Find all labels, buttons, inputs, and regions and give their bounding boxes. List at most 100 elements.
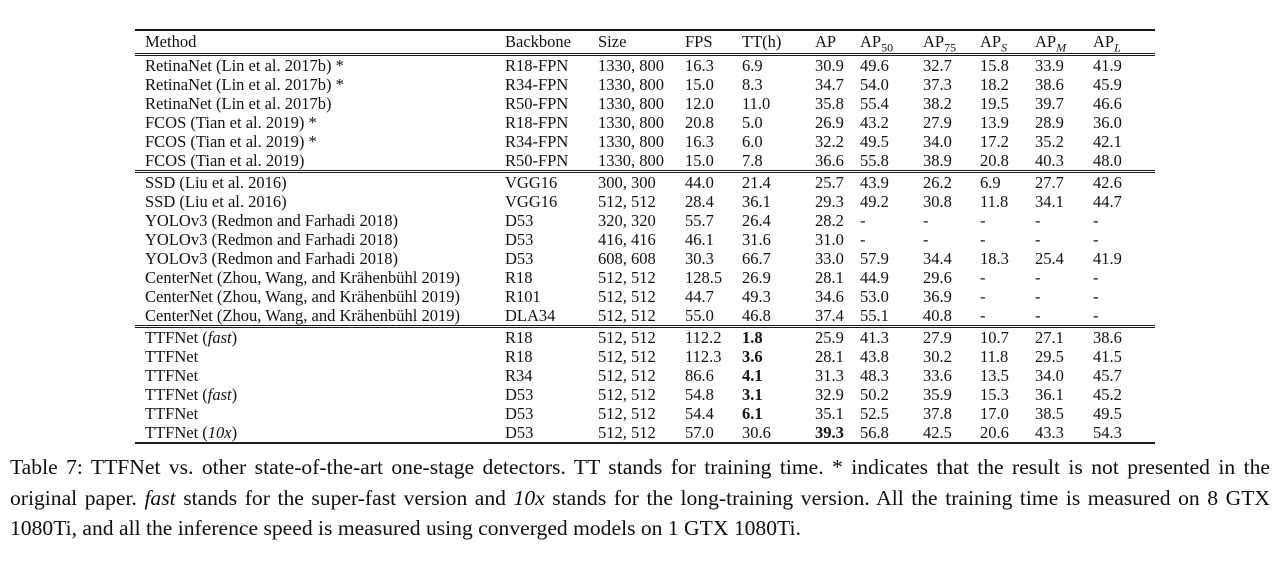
cell-ap-50: 53.0 [860, 287, 889, 306]
cell-ap-75: 29.6 [923, 268, 952, 287]
cell-ap-l: - [1093, 306, 1099, 325]
cell-method: TTFNet (10x) [145, 423, 238, 442]
cell-ap: 29.3 [815, 192, 844, 211]
cell-size: 1330, 800 [598, 94, 664, 113]
column-header-ap-s: APS [980, 30, 1035, 56]
cell-method: CenterNet (Zhou, Wang, and Krähenbühl 20… [145, 268, 460, 287]
cell-method: CenterNet (Zhou, Wang, and Krähenbühl 20… [145, 306, 460, 325]
cell-ap-50: 49.5 [860, 132, 889, 151]
table-row: TTFNet (fast) D53 512, 512 54.8 3.1 32.9 50.2 3… [135, 385, 1155, 404]
table-row: TTFNet (fast) R18 512, 512 112.2 1.8 25.9 41.3… [135, 325, 1155, 347]
column-header-backbone: Backbone [505, 30, 598, 56]
cell-ap-l: - [1093, 287, 1099, 306]
cell-ap-m: - [1035, 287, 1041, 306]
cell-ap: 35.8 [815, 94, 844, 113]
cell-ap-m: 27.1 [1035, 325, 1093, 347]
cell-ap-75: 32.7 [923, 56, 952, 75]
cell-ap-50: 49.2 [860, 192, 889, 211]
cell-size: 1330, 800 [598, 113, 664, 132]
cell-ap-75: 40.8 [923, 306, 952, 325]
cell-ap-s: 18.3 [980, 249, 1009, 268]
cell-method: CenterNet (Zhou, Wang, and Krähenbühl 20… [145, 287, 460, 306]
cell-backbone: D53 [505, 230, 534, 249]
cell-fps: 28.4 [685, 192, 714, 211]
column-header-ap-m: APM [1035, 30, 1093, 56]
cell-size: 512, 512 [598, 366, 656, 385]
cell-ap: 37.4 [815, 306, 844, 325]
cell-ap-m: 33.9 [1035, 56, 1064, 75]
cell-ap-m: 25.4 [1035, 249, 1064, 268]
cell-ap-75: 36.9 [923, 287, 952, 306]
cell-fps: 30.3 [685, 249, 714, 268]
cell-ap: 31.3 [815, 366, 844, 385]
cell-method: YOLOv3 (Redmon and Farhadi 2018) [145, 230, 398, 249]
cell-fps: 16.3 [685, 56, 714, 75]
cell-ap-m: 35.2 [1035, 132, 1064, 151]
cell-fps: 54.4 [685, 404, 714, 423]
table-row: YOLOv3 (Redmon and Farhadi 2018) D53 608, … [135, 249, 1155, 268]
cell-ap: 32.9 [815, 385, 844, 404]
cell-backbone: D53 [505, 404, 534, 423]
cell-tt-h: 46.8 [742, 306, 771, 325]
table-row: CenterNet (Zhou, Wang, and Krähenbühl 20… [135, 268, 1155, 287]
cell-ap-m: 34.1 [1035, 192, 1064, 211]
cell-backbone: D53 [505, 423, 534, 442]
cell-ap-m: 38.5 [1035, 404, 1064, 423]
cell-size: 512, 512 [598, 404, 656, 423]
cell-backbone: R34-FPN [505, 132, 569, 151]
cell-size: 1330, 800 [598, 132, 664, 151]
column-header-ap-75: AP75 [923, 30, 980, 56]
cell-ap-s: 15.8 [980, 56, 1009, 75]
cell-ap-s: - [980, 230, 986, 249]
cell-backbone: VGG16 [505, 192, 558, 211]
column-header-tt-h: TT(h) [742, 30, 815, 56]
cell-tt-h: 66.7 [742, 249, 771, 268]
cell-tt-h: 4.1 [742, 366, 763, 385]
cell-backbone: R18 [505, 268, 533, 287]
cell-method: FCOS (Tian et al. 2019) [145, 151, 305, 170]
cell-ap-50: 55.4 [860, 94, 889, 113]
cell-size: 512, 512 [598, 423, 656, 442]
cell-ap-75: 34.0 [923, 132, 952, 151]
cell-ap-s: - [980, 211, 986, 230]
cell-ap-m: 38.6 [1035, 75, 1064, 94]
cell-fps: 15.0 [685, 75, 714, 94]
cell-ap-75: 37.3 [923, 75, 952, 94]
cell-ap-m: 28.9 [1035, 113, 1064, 132]
cell-tt-h: 7.8 [742, 151, 763, 170]
column-header-method: Method [135, 30, 505, 56]
cell-ap: 35.1 [815, 404, 844, 423]
cell-size: 512, 512 [598, 347, 656, 366]
cell-tt-h: 5.0 [742, 113, 763, 132]
cell-backbone: D53 [505, 211, 534, 230]
table-row: RetinaNet (Lin et al. 2017b) * R18-FPN 133… [135, 55, 1155, 76]
cell-method: TTFNet [145, 404, 199, 423]
cell-ap-50: 48.3 [860, 366, 889, 385]
cell-ap: 28.1 [815, 268, 844, 287]
cell-ap-l: 45.9 [1093, 75, 1122, 94]
cell-fps: 86.6 [685, 366, 714, 385]
cell-method: TTFNet (fast) [135, 325, 505, 347]
table-row: TTFNet D53 512, 512 54.4 6.1 35.1 52.5 37.8 17.0… [135, 404, 1155, 423]
cell-ap-50: 43.2 [860, 113, 889, 132]
cell-ap: 39.3 [815, 423, 844, 442]
cell-method: RetinaNet (Lin et al. 2017b) * [145, 56, 344, 75]
cell-ap-s: 13.5 [980, 366, 1009, 385]
cell-backbone: R18-FPN [505, 56, 569, 75]
cell-ap: 28.1 [815, 347, 844, 366]
cell-backbone: D53 [505, 249, 534, 268]
cell-ap: 34.6 [815, 287, 844, 306]
cell-ap: 36.6 [815, 151, 844, 170]
cell-fps: 15.0 [685, 151, 714, 170]
cell-fps: 44.0 [685, 170, 742, 192]
cell-backbone: DLA34 [505, 306, 556, 325]
cell-ap-50: 57.9 [860, 249, 889, 268]
cell-backbone: R34 [505, 366, 533, 385]
cell-size: 512, 512 [598, 306, 656, 325]
results-table: Method Backbone Size FPS TT(h) AP AP50 AP75 APS A… [135, 29, 1155, 444]
cell-tt-h: 31.6 [742, 230, 771, 249]
cell-tt-h: 49.3 [742, 287, 771, 306]
cell-backbone: R101 [505, 287, 541, 306]
cell-ap-75: 35.9 [923, 385, 952, 404]
